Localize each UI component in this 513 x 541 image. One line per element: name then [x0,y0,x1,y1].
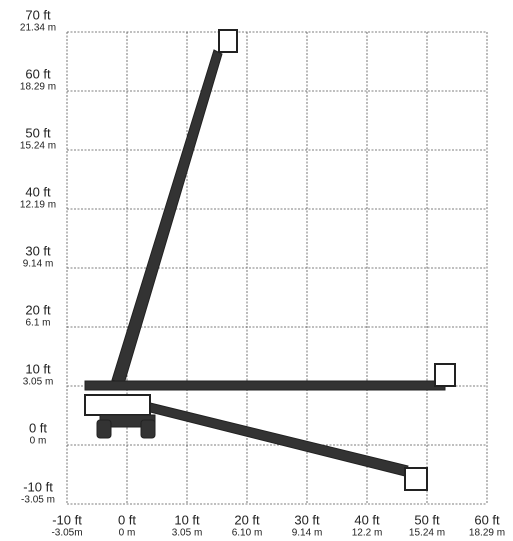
y-label-ft: 70 ft [25,7,51,22]
y-label-m: 9.14 m [23,259,54,270]
x-label-m: 0 m [119,528,136,539]
x-label-m: -3.05m [51,528,82,539]
boom-lift [84,29,456,491]
x-label-ft: 10 ft [174,512,200,527]
horizontal-boom [84,380,446,391]
x-label-ft: 40 ft [354,512,380,527]
y-label-ft: -10 ft [23,479,53,494]
y-label-ft: 50 ft [25,125,51,140]
platform [218,29,238,53]
y-label-ft: 10 ft [25,361,51,376]
chassis [84,394,151,416]
x-label-ft: -10 ft [52,512,82,527]
y-label-ft: 0 ft [29,420,47,435]
y-label-m: 0 m [30,436,47,447]
x-label-ft: 30 ft [294,512,320,527]
x-label-ft: 50 ft [414,512,440,527]
y-label-ft: 20 ft [25,302,51,317]
grid [66,31,488,505]
x-label-m: 9.14 m [292,528,323,539]
y-label-ft: 60 ft [25,66,51,81]
x-label-m: 3.05 m [172,528,203,539]
y-label-m: 12.19 m [20,200,56,211]
y-label-ft: 30 ft [25,243,51,258]
y-label-ft: 40 ft [25,184,51,199]
x-label-ft: 20 ft [234,512,260,527]
x-label-m: 18.29 m [469,528,505,539]
x-label-m: 15.24 m [409,528,445,539]
x-label-ft: 60 ft [474,512,500,527]
wheel [140,419,156,439]
y-label-m: 6.1 m [25,318,50,329]
platform [434,363,456,387]
wheel [96,419,112,439]
y-label-m: -3.05 m [21,495,55,506]
y-label-m: 3.05 m [23,377,54,388]
x-label-m: 12.2 m [352,528,383,539]
upper-boom [111,49,223,385]
y-label-m: 18.29 m [20,82,56,93]
x-label-ft: 0 ft [118,512,136,527]
y-label-m: 15.24 m [20,141,56,152]
lower-boom [137,399,409,477]
x-label-m: 6.10 m [232,528,263,539]
y-label-m: 21.34 m [20,23,56,34]
platform [404,467,428,491]
